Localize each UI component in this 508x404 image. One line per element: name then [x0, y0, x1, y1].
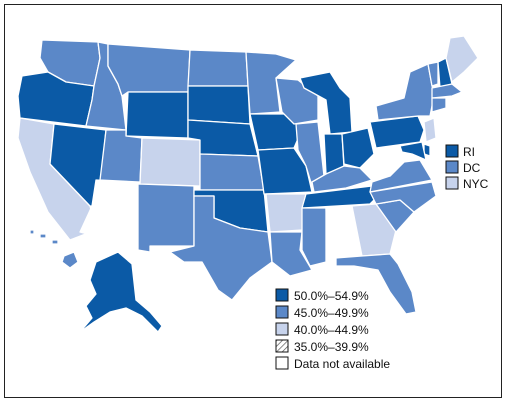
state-KY: [311, 165, 373, 193]
state-SD: [187, 85, 251, 125]
state-ND: [187, 49, 249, 87]
state-VT: [427, 61, 439, 87]
state-AK: [79, 251, 163, 333]
legend-label-0: 50.0%–54.9%: [294, 289, 369, 303]
inset-label-ri: RI: [463, 145, 475, 159]
legend-swatch-3: [275, 339, 289, 353]
state-AR: [265, 193, 307, 233]
state-UT: [99, 129, 143, 183]
legend-swatch-4: [275, 356, 289, 370]
inset-label-nyc: NYC: [463, 177, 489, 191]
state-NY: [375, 63, 435, 121]
legend-swatch-0: [275, 288, 289, 302]
legend-label-4: Data not available: [294, 357, 390, 371]
state-WV: [373, 149, 405, 177]
states-layer: [17, 35, 479, 333]
state-MO: [257, 147, 313, 195]
state-KS: [199, 153, 265, 191]
state-TX: [169, 195, 273, 301]
state-HI-island-3: [51, 239, 59, 245]
legend-label-3: 35.0%–39.9%: [294, 340, 369, 354]
state-IL: [295, 121, 325, 187]
state-OH: [341, 127, 375, 169]
legend-label-2: 40.0%–44.9%: [294, 323, 369, 337]
legend-label-1: 45.0%–49.9%: [294, 306, 369, 320]
state-MT: [107, 43, 191, 97]
inset-label-dc: DC: [463, 161, 481, 175]
state-MS: [301, 207, 327, 267]
state-HI-island-1: [29, 229, 35, 235]
inset-swatch-nyc: [445, 176, 459, 190]
state-ME: [445, 35, 479, 83]
inset-legend: RI DC NYC: [445, 144, 489, 191]
state-HI: [61, 251, 79, 269]
state-NM: [137, 183, 195, 253]
inset-swatch-ri: [445, 144, 459, 158]
state-CO: [139, 137, 201, 187]
state-MA: [431, 83, 463, 99]
state-CT: [431, 97, 447, 113]
legend: 50.0%–54.9% 45.0%–49.9% 40.0%–44.9% 35.0%–3…: [275, 288, 390, 371]
state-MD: [399, 141, 427, 161]
state-NJ: [423, 117, 437, 143]
inset-swatch-dc: [445, 160, 459, 174]
state-MN: [245, 51, 297, 115]
state-NC: [369, 181, 437, 213]
legend-swatch-1: [275, 305, 289, 319]
state-HI-island-2: [39, 233, 47, 239]
legend-swatch-2: [275, 322, 289, 336]
state-HI-group: [29, 229, 79, 269]
state-WY: [125, 91, 189, 139]
state-FL: [335, 253, 417, 315]
